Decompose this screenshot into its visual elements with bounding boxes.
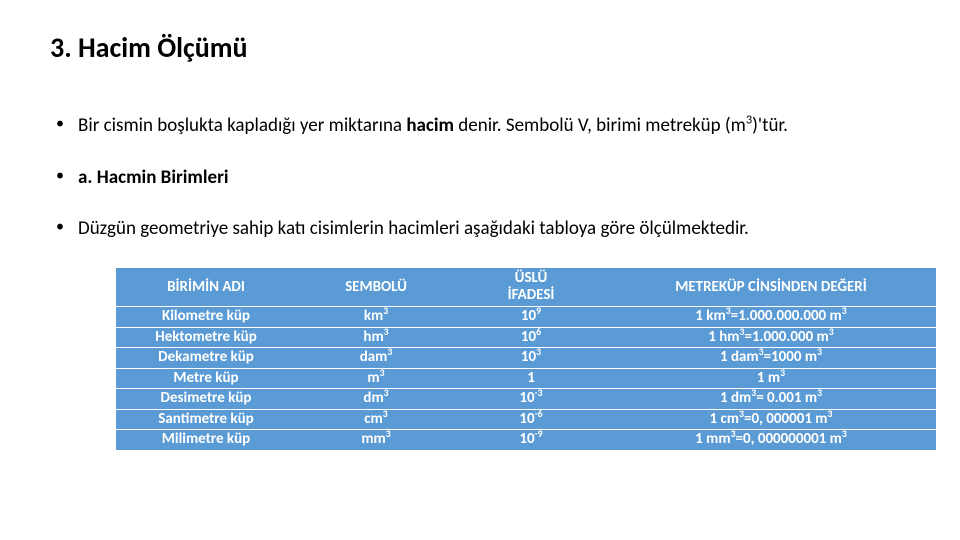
cell-symbol: dam3	[296, 348, 456, 369]
cell-symbol: m3	[296, 368, 456, 389]
cell-symbol: hm3	[296, 327, 456, 348]
cell-exponent: 109	[456, 307, 606, 328]
text-span: denir. Sembolü V, birimi metreküp (m	[454, 114, 746, 137]
th-exp-line2: İFADESİ	[508, 286, 555, 304]
bullet-definition: • Bir cismin boşlukta kapladığı yer mikt…	[50, 113, 910, 139]
cell-name: Kilometre küp	[116, 307, 296, 328]
bullet-list: • Bir cismin boşlukta kapladığı yer mikt…	[50, 113, 910, 242]
bullet-text: Bir cismin boşlukta kapladığı yer miktar…	[78, 113, 910, 139]
cell-value: 1 dm3= 0.001 m3	[606, 389, 936, 410]
bullet-dot: •	[50, 165, 78, 191]
th-exp-line1: ÜSLÜ	[515, 269, 548, 287]
cell-value: 1 dam3=1000 m3	[606, 348, 936, 369]
th-value: METREKÜP CİNSİNDEN DEĞERİ	[606, 268, 936, 307]
cell-value: 1 cm3=0, 000001 m3	[606, 409, 936, 430]
table-row: Desimetre küpdm310-31 dm3= 0.001 m3	[116, 389, 936, 410]
cell-value: 1 hm3=1.000.000 m3	[606, 327, 936, 348]
cell-symbol: dm3	[296, 389, 456, 410]
table-header-row: BİRİMİN ADI SEMBOLÜ ÜSLÜ İFADESİ METREKÜ…	[116, 268, 936, 307]
cell-name: Desimetre küp	[116, 389, 296, 410]
bullet-dot: •	[50, 216, 78, 242]
bold-term: hacim	[406, 114, 454, 137]
th-exponent: ÜSLÜ İFADESİ	[456, 268, 606, 307]
cell-exponent: 10-3	[456, 389, 606, 410]
cell-exponent: 1	[456, 368, 606, 389]
table-row: Metre küpm311 m3	[116, 368, 936, 389]
th-symbol: SEMBOLÜ	[296, 268, 456, 307]
cell-value: 1 m3	[606, 368, 936, 389]
bullet-text: Düzgün geometriye sahip katı cisimlerin …	[78, 216, 910, 242]
unit-table-wrap: BİRİMİN ADI SEMBOLÜ ÜSLÜ İFADESİ METREKÜ…	[50, 268, 910, 450]
unit-table: BİRİMİN ADI SEMBOLÜ ÜSLÜ İFADESİ METREKÜ…	[116, 268, 936, 450]
cell-exponent: 10-9	[456, 430, 606, 450]
bullet-dot: •	[50, 113, 78, 139]
cell-exponent: 10-6	[456, 409, 606, 430]
cell-exponent: 106	[456, 327, 606, 348]
bullet-intro: • Düzgün geometriye sahip katı cisimleri…	[50, 216, 910, 242]
bullet-subheading: • a. Hacmin Birimleri	[50, 165, 910, 191]
cell-symbol: mm3	[296, 430, 456, 450]
cell-name: Dekametre küp	[116, 348, 296, 369]
cell-name: Hektometre küp	[116, 327, 296, 348]
cell-value: 1 mm3=0, 000000001 m3	[606, 430, 936, 450]
subheading-text: a. Hacmin Birimleri	[78, 165, 910, 191]
cell-symbol: km3	[296, 307, 456, 328]
cell-value: 1 km3=1.000.000.000 m3	[606, 307, 936, 328]
table-row: Milimetre küpmm310-91 mm3=0, 000000001 m…	[116, 430, 936, 450]
cell-exponent: 103	[456, 348, 606, 369]
cell-name: Metre küp	[116, 368, 296, 389]
text-span: Bir cismin boşlukta kapladığı yer miktar…	[78, 114, 406, 137]
cell-name: Santimetre küp	[116, 409, 296, 430]
cell-name: Milimetre küp	[116, 430, 296, 450]
table-row: Kilometre küpkm31091 km3=1.000.000.000 m…	[116, 307, 936, 328]
text-span: )'tür.	[752, 114, 788, 137]
table-row: Dekametre küpdam31031 dam3=1000 m3	[116, 348, 936, 369]
table-row: Santimetre küpcm310-61 cm3=0, 000001 m3	[116, 409, 936, 430]
cell-symbol: cm3	[296, 409, 456, 430]
table-row: Hektometre küphm31061 hm3=1.000.000 m3	[116, 327, 936, 348]
th-name: BİRİMİN ADI	[116, 268, 296, 307]
section-title: 3. Hacim Ölçümü	[50, 30, 910, 65]
